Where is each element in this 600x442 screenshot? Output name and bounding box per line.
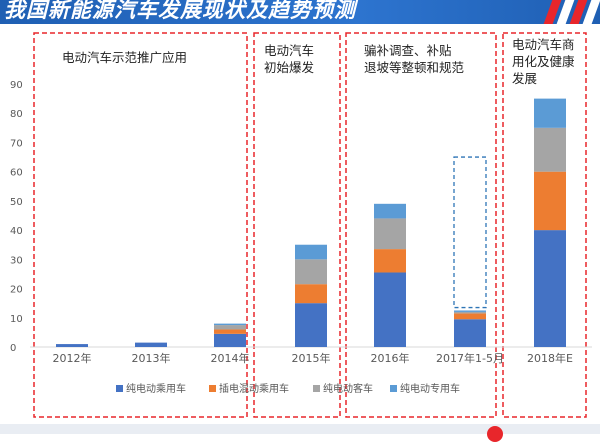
bar-segment (214, 325, 246, 330)
phase-region-label: 初始爆发 (264, 60, 315, 75)
y-tick-label: 90 (10, 80, 23, 91)
legend: 纯电动乘用车 插电混动乘用车 纯电动客车 纯电动专用车 (116, 382, 460, 395)
legend-swatch (209, 385, 216, 392)
bar-segment (295, 284, 327, 304)
phase-region-box (345, 32, 497, 418)
phase-region-label: 电动汽车商 (512, 37, 575, 52)
phase-region-label: 电动汽车 (264, 43, 314, 58)
legend-swatch (313, 385, 320, 392)
x-tick-label: 2012年 (53, 351, 92, 365)
x-tick-label: 2013年 (132, 351, 171, 365)
bar-segment (534, 127, 566, 172)
bar-segment (214, 333, 246, 347)
bar-segment (374, 272, 406, 347)
x-tick-label: 2016年 (371, 351, 410, 365)
legend-label: 纯电动客车 (323, 382, 373, 395)
bar-segment (295, 303, 327, 347)
bar-segment (374, 203, 406, 219)
footer-logo-icon (487, 426, 503, 442)
y-tick-label: 30 (10, 255, 23, 266)
phase-region-box (253, 32, 341, 418)
legend-label: 插电混动乘用车 (219, 382, 289, 395)
bar-segment (534, 98, 566, 128)
bar-segment (454, 311, 486, 314)
page-title: 我国新能源汽车发展现状及趋势预测 (4, 0, 356, 22)
phase-region-label: 发展 (512, 71, 537, 86)
bar-segment (135, 342, 167, 347)
bar-segment (454, 310, 486, 312)
x-tick-label: 2015年 (292, 351, 331, 365)
bar-segment (374, 218, 406, 250)
y-axis: 0 10 20 30 40 50 60 70 80 90 (10, 80, 592, 354)
bar-segment (295, 259, 327, 285)
bar-segment (534, 230, 566, 347)
phase-region-label: 电动汽车示范推广应用 (62, 50, 187, 65)
bar-segment (56, 344, 88, 347)
legend-label: 纯电动乘用车 (126, 382, 186, 395)
y-tick-label: 50 (10, 197, 23, 208)
legend-swatch (390, 385, 397, 392)
legend-swatch (116, 385, 123, 392)
phase-region-label: 退坡等整顿和规范 (364, 60, 464, 75)
phase-region-box (33, 32, 248, 418)
x-tick-label: 2018年E (527, 351, 573, 365)
phase-region-label: 骗补调查、补贴 (364, 43, 452, 58)
projection-box (453, 156, 487, 309)
bar-segment (454, 319, 486, 347)
y-tick-label: 40 (10, 226, 23, 237)
x-tick-label: 2014年 (211, 351, 250, 365)
footer-bar (0, 424, 600, 434)
y-tick-label: 70 (10, 138, 23, 149)
bar-segment (534, 171, 566, 231)
y-tick-label: 20 (10, 285, 23, 296)
bar-segment (295, 244, 327, 260)
bar-segment (454, 313, 486, 320)
y-tick-label: 0 (10, 343, 16, 354)
y-tick-label: 80 (10, 109, 23, 120)
bars (56, 98, 566, 347)
bar-segment (214, 329, 246, 334)
y-tick-label: 10 (10, 314, 23, 325)
x-axis-labels: 2012年 2013年 2014年 2015年 2016年 2017年1-5月 2018年E (53, 351, 574, 365)
bar-segment (374, 249, 406, 273)
y-tick-label: 60 (10, 168, 23, 179)
bar-segment (214, 323, 246, 326)
phase-region-box (502, 32, 587, 418)
title-banner: 我国新能源汽车发展现状及趋势预测 (0, 0, 600, 24)
phase-region-label: 用化及健康 (512, 54, 575, 69)
x-tick-label: 2017年1-5月 (436, 351, 504, 365)
legend-label: 纯电动专用车 (400, 382, 460, 395)
